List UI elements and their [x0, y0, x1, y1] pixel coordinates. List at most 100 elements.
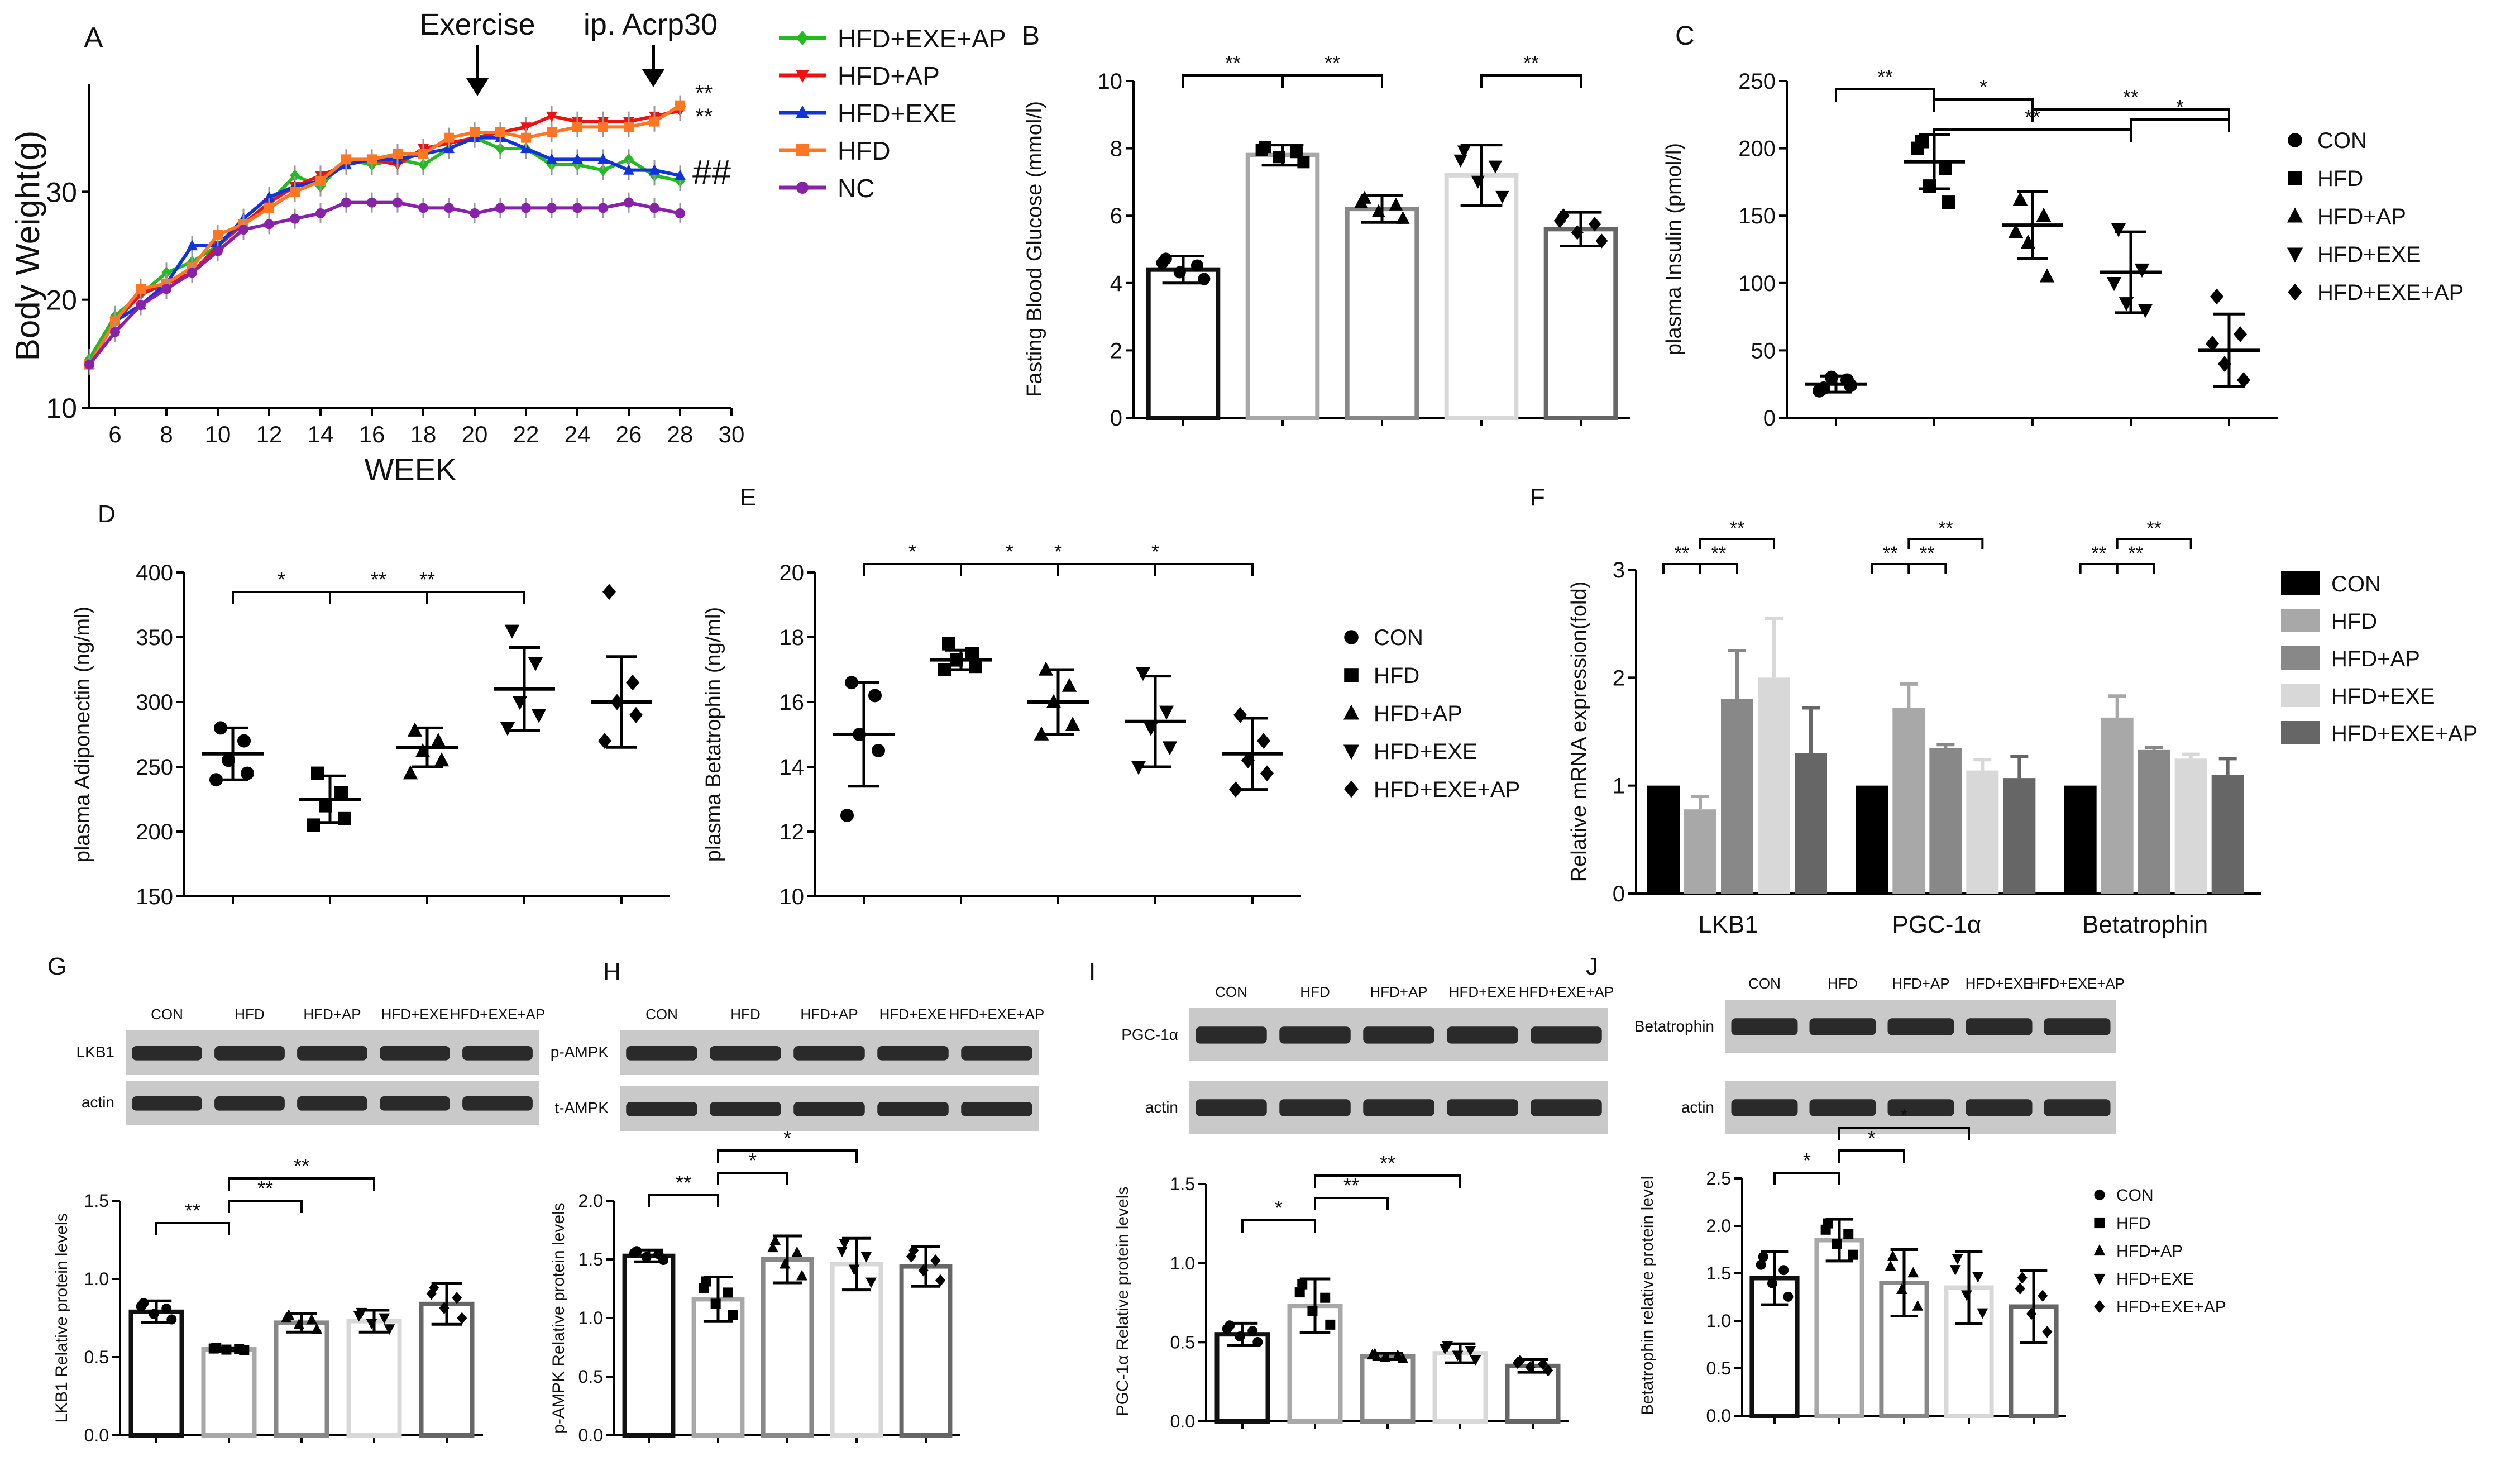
panel-B-point — [1571, 225, 1584, 240]
blot-I-lane-label: HFD — [1300, 983, 1330, 1000]
panel-G-point — [379, 1313, 390, 1324]
blot-I-lane-label: HFD+AP — [1370, 983, 1427, 1000]
panel-C-sig-label: * — [2176, 96, 2184, 118]
blot-I-band — [1531, 1026, 1602, 1044]
blot-G-lane-label: HFD+AP — [303, 1006, 361, 1023]
panel-D-point — [629, 706, 643, 723]
panel-E-legend-marker — [1344, 780, 1359, 798]
panel-F-legend-label: CON — [2331, 572, 2381, 596]
panel-I-point — [1297, 1279, 1308, 1290]
panel-D-ytick-label: 250 — [136, 755, 173, 780]
panel-I-point — [1247, 1326, 1258, 1336]
panel-I-ytick-label: 0.5 — [1170, 1333, 1195, 1353]
panel-E-point — [853, 728, 866, 741]
panel-A-point — [546, 111, 557, 122]
blot-G-lane-label: HFD+EXE+AP — [450, 1006, 546, 1023]
panel-A-sig-1: ** — [695, 81, 713, 106]
panel-C-legend-label: HFD+AP — [2317, 204, 2406, 229]
panel-D-point — [407, 722, 423, 737]
panel-F-legend-label: HFD+EXE — [2331, 684, 2435, 709]
panel-B-point — [1297, 156, 1310, 169]
panel-C-y-label: plasma Insulin (pmol/l) — [1662, 143, 1686, 355]
panel-A-xtick-label: 12 — [256, 421, 283, 447]
panel-E-y-label: plasma Betatrophin (ng/ml) — [702, 607, 725, 862]
blot-I-band — [1279, 1099, 1351, 1116]
panel-C-ytick-label: 50 — [1751, 338, 1776, 363]
panel-C-sig-bracket — [2031, 108, 2230, 122]
blot-H-row-label: p-AMPK — [551, 1043, 609, 1061]
panel-C-legend-marker — [2288, 171, 2302, 185]
panel-H-point — [723, 1287, 733, 1298]
blot-J-band — [1731, 1099, 1798, 1116]
panel-J-legend-label: HFD+EXE+AP — [2116, 1298, 2226, 1316]
panel-C-ytick-label: 250 — [1738, 69, 1776, 94]
blot-H-band — [626, 1046, 697, 1061]
panel-B-point — [1488, 160, 1503, 174]
panel-F-bar-pgc1-con — [1856, 785, 1888, 894]
panel-F-category-label: LKB1 — [1698, 911, 1758, 938]
panel-C-sig-label: ** — [1877, 65, 1893, 88]
panel-D-sig-label: ** — [371, 568, 386, 591]
panel-I-y-label: PGC-1α Relative protein levels — [1113, 1187, 1132, 1416]
panel-E-legend-marker — [1344, 668, 1359, 682]
panel-A-point — [84, 359, 94, 370]
panel-I-point — [1235, 1331, 1245, 1342]
panel-B-point — [1389, 197, 1403, 211]
panel-B-bar-con — [1146, 267, 1221, 420]
panel-G-bar-hfd-ap — [274, 1320, 329, 1438]
panel-E-legend-label: HFD+EXE+AP — [1374, 777, 1520, 802]
panel-J-point — [1756, 1259, 1766, 1270]
panel-E-point — [1065, 717, 1080, 731]
panel-D-point — [319, 799, 332, 813]
panel-J-legend-label: HFD — [2116, 1214, 2151, 1233]
panel-B-letter: B — [1022, 21, 1040, 51]
panel-J-point — [1907, 1267, 1919, 1278]
panel-J-legend-marker — [2093, 1273, 2106, 1286]
panel-D-ytick-label: 300 — [136, 690, 173, 715]
panel-B-point — [1453, 154, 1467, 168]
panel-D-sig-bracket — [329, 591, 525, 604]
panel-E-point — [1131, 761, 1146, 775]
panel-H-point — [641, 1252, 652, 1262]
panel-A-point — [623, 164, 634, 175]
panel-C-ytick-label: 150 — [1738, 204, 1776, 228]
panel-G-letter: G — [47, 953, 66, 980]
blot-J-lane-label: HFD+AP — [1892, 975, 1949, 992]
panel-A-point — [675, 169, 686, 180]
panel-E-point — [969, 660, 982, 674]
panel-A-legend-marker — [796, 182, 809, 194]
panel-F-sig-bracket — [1907, 538, 1984, 549]
panel-G-point — [311, 1323, 323, 1334]
panel-F-legend-swatch — [2281, 684, 2320, 707]
panel-C-point — [2134, 263, 2150, 278]
blot-G-lane-label: HFD+EXE — [381, 1006, 449, 1023]
blot-J-lane-label: HFD+EXE+AP — [2030, 975, 2125, 992]
panel-J-sig-label: * — [1900, 1104, 1908, 1127]
blot-H-band — [877, 1102, 949, 1116]
panel-G-point — [208, 1343, 219, 1354]
panel-I-point — [1366, 1349, 1378, 1360]
panel-G-point — [439, 1302, 450, 1314]
panel-C-ytick-label: 0 — [1763, 406, 1776, 431]
panel-A-point — [161, 266, 171, 279]
panel-E-legend-marker — [1344, 630, 1359, 644]
panel-A-exercise-arrowhead — [466, 78, 489, 96]
panel-I-bar-con — [1214, 1332, 1270, 1424]
panel-C-point — [2111, 223, 2126, 237]
panel-F-sig-label: ** — [1883, 543, 1897, 564]
panel-J-sig-label: * — [1868, 1126, 1876, 1149]
panel-B-point — [1273, 151, 1285, 164]
panel-I-sig-label: * — [1275, 1196, 1283, 1219]
blot-I-band — [1363, 1026, 1434, 1044]
panel-C-point — [2119, 297, 2134, 312]
panel-F-bar-pgc1-hfd — [1892, 708, 1925, 894]
panel-C-point — [2218, 356, 2231, 372]
panel-D-point — [237, 734, 251, 748]
panel-E-legend-marker — [1343, 744, 1360, 760]
blot-G-band — [132, 1046, 202, 1061]
panel-I-point — [1538, 1358, 1548, 1371]
panel-A-point — [444, 132, 454, 143]
panel-F-sig-bracket — [1907, 563, 1947, 574]
panel-F-category-label: PGC-1α — [1892, 911, 1981, 938]
blot-H-band — [961, 1102, 1032, 1116]
